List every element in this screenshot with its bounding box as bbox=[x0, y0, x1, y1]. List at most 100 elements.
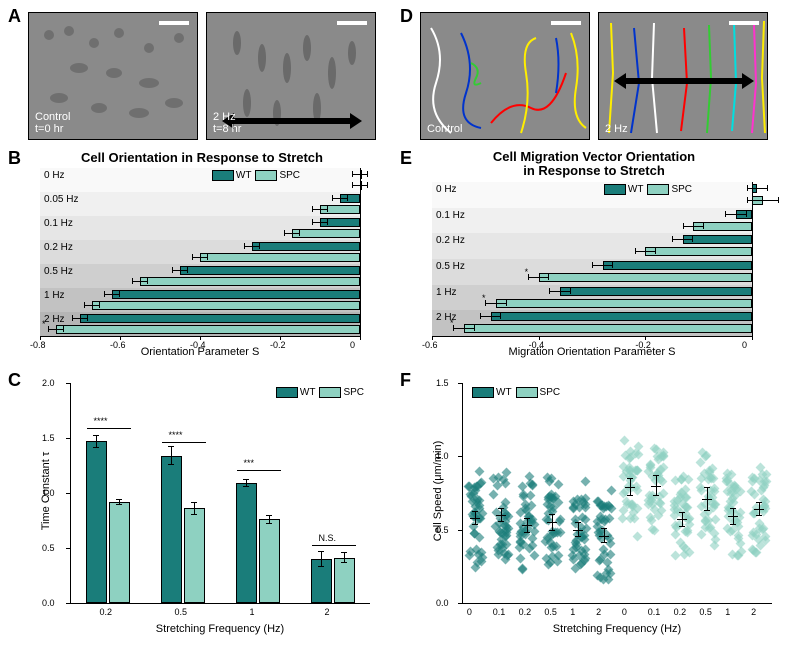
panel-label-d: D bbox=[400, 6, 413, 27]
x-axis-label: Stretching Frequency (Hz) bbox=[462, 623, 772, 635]
tick-label: 0.1 bbox=[493, 607, 506, 617]
y-axis-label: Cell Speed (μm/min) bbox=[432, 401, 444, 581]
tick-label: 0 bbox=[467, 607, 472, 617]
legend-label: WT bbox=[628, 184, 644, 195]
scatter-point bbox=[554, 479, 564, 489]
panel-label-c: C bbox=[8, 370, 21, 391]
legend-label: SPC bbox=[279, 170, 300, 181]
scatter-point bbox=[670, 551, 680, 561]
panel-e-chart: Cell Migration Vector Orientation in Res… bbox=[420, 150, 768, 365]
tick-label: 2 bbox=[325, 607, 330, 617]
stretch-arrow bbox=[232, 118, 352, 124]
scalebar bbox=[729, 21, 759, 25]
panel-c-chart: 0.00.51.01.52.00.2****0.5****1***2N.S.WT… bbox=[28, 375, 376, 645]
legend-label: SPC bbox=[343, 387, 364, 398]
panel-label-e: E bbox=[400, 148, 412, 169]
significance-label: **** bbox=[169, 430, 183, 440]
tick-label: 0 bbox=[622, 607, 627, 617]
tick-label: 1 bbox=[250, 607, 255, 617]
scatter-point bbox=[710, 541, 720, 551]
scatter-point bbox=[606, 486, 616, 496]
tick-label: 0.2 bbox=[519, 607, 532, 617]
scalebar bbox=[551, 21, 581, 25]
row-label: 0.2 Hz bbox=[436, 235, 465, 246]
bar-wt bbox=[252, 242, 360, 251]
chart-title: Cell Migration Vector Orientation in Res… bbox=[420, 150, 768, 179]
bar-wt bbox=[560, 287, 752, 296]
legend-label: SPC bbox=[671, 184, 692, 195]
legend-label: WT bbox=[496, 387, 512, 398]
panel-label-a: A bbox=[8, 6, 21, 27]
bar-spc bbox=[334, 558, 355, 603]
micrograph-a-right: 2 Hz t=8 hr bbox=[206, 12, 376, 140]
row-label: 0.1 Hz bbox=[44, 218, 73, 229]
bar-wt bbox=[112, 290, 360, 299]
micrograph-d-right: 2 Hz bbox=[598, 12, 768, 140]
row-label: 2 Hz bbox=[44, 314, 65, 325]
significance-label: **** bbox=[94, 416, 108, 426]
row-label: 1 Hz bbox=[44, 290, 65, 301]
overlay-text: 2 Hz bbox=[213, 111, 236, 123]
bar-spc bbox=[464, 324, 752, 333]
bar-wt bbox=[236, 483, 257, 603]
row-label: 0 Hz bbox=[436, 184, 457, 195]
significance-label: N.S. bbox=[319, 533, 337, 543]
panel-label-b: B bbox=[8, 148, 21, 169]
bar-wt bbox=[180, 266, 360, 275]
bar-spc bbox=[496, 299, 752, 308]
legend-label: SPC bbox=[540, 387, 561, 398]
scatter-point bbox=[475, 533, 485, 543]
panel-b-chart: Cell Orientation in Response to Stretch … bbox=[28, 150, 376, 365]
tick-label: 0.2 bbox=[674, 607, 687, 617]
row-label: 0.5 Hz bbox=[44, 266, 73, 277]
row-label: 1 Hz bbox=[436, 287, 457, 298]
tick-label: 0.5 bbox=[699, 607, 712, 617]
row-label: 0.5 Hz bbox=[436, 261, 465, 272]
tick-label: 0.5 bbox=[175, 607, 188, 617]
tick-label: 2 bbox=[596, 607, 601, 617]
tick-label: 1 bbox=[570, 607, 575, 617]
overlay-text: t=0 hr bbox=[35, 123, 63, 135]
row-label: 0.2 Hz bbox=[44, 242, 73, 253]
legend-swatch-wt bbox=[276, 387, 298, 398]
scatter-point bbox=[516, 554, 526, 564]
scalebar bbox=[337, 21, 367, 25]
x-axis-label: Stretching Frequency (Hz) bbox=[70, 623, 370, 635]
overlay-text: t=8 hr bbox=[213, 123, 241, 135]
y-axis-label: Time Constant τ bbox=[40, 401, 52, 581]
micrograph-a-left: Control t=0 hr bbox=[28, 12, 198, 140]
bar-spc bbox=[200, 253, 360, 262]
bar-wt bbox=[491, 312, 752, 321]
panel-label-f: F bbox=[400, 370, 411, 391]
scatter-point bbox=[618, 513, 628, 523]
scatter-point bbox=[501, 479, 511, 489]
bar-spc bbox=[184, 508, 205, 603]
tick-label: 1.5 bbox=[436, 378, 449, 388]
row-label: 0 Hz bbox=[44, 170, 65, 181]
legend-swatch-wt bbox=[212, 170, 234, 181]
tick-label: 0.0 bbox=[436, 598, 449, 608]
bar-wt bbox=[161, 456, 182, 603]
chart-title: Cell Orientation in Response to Stretch bbox=[28, 150, 376, 165]
bar-spc bbox=[292, 229, 360, 238]
bar-spc bbox=[539, 273, 752, 282]
stretch-arrow bbox=[624, 78, 744, 84]
scatter-point bbox=[633, 532, 643, 542]
legend-swatch-spc bbox=[255, 170, 277, 181]
legend-label: WT bbox=[300, 387, 316, 398]
legend-swatch-spc bbox=[647, 184, 669, 195]
legend-swatch-wt bbox=[472, 387, 494, 398]
scatter-point bbox=[620, 436, 630, 446]
row-label: 0.1 Hz bbox=[436, 210, 465, 221]
scalebar bbox=[159, 21, 189, 25]
bar-spc bbox=[259, 519, 280, 603]
bar-spc bbox=[56, 325, 360, 334]
x-axis-label: Migration Orientation Parameter S bbox=[432, 346, 752, 358]
tick-label: 0.5 bbox=[544, 607, 557, 617]
tick-label: 0.2 bbox=[100, 607, 113, 617]
bar-spc bbox=[645, 247, 752, 256]
bar-spc bbox=[92, 301, 360, 310]
legend-swatch-spc bbox=[319, 387, 341, 398]
legend-label: WT bbox=[236, 170, 252, 181]
panel-f-chart: 0.00.51.01.500.10.20.51200.10.20.512WTSP… bbox=[420, 375, 775, 645]
